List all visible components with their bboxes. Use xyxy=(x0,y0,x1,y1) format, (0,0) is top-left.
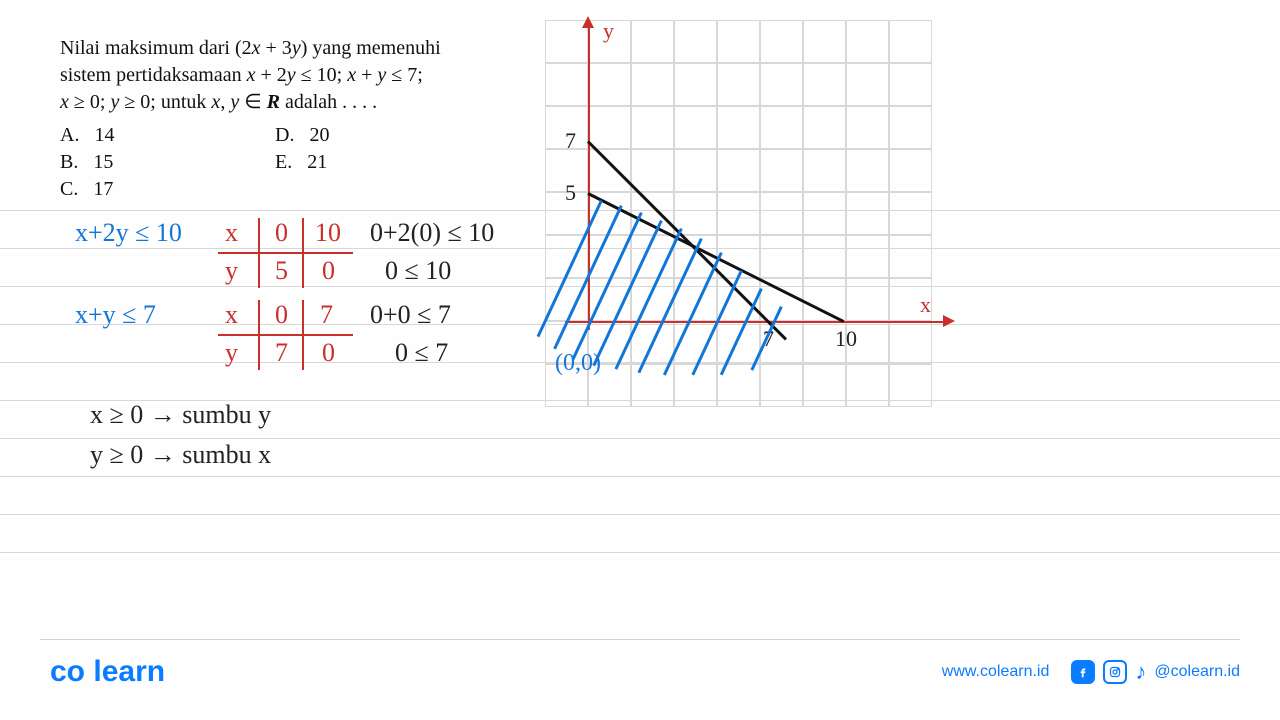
t1-hy: y xyxy=(225,256,238,286)
brand-b: learn xyxy=(93,655,165,688)
answer-options: A. 14 B. 15 C. 17 D. 20 E. 21 xyxy=(60,122,114,203)
work-chk1b: 0 ≤ 10 xyxy=(385,256,451,286)
option-b: B. 15 xyxy=(60,149,114,176)
work-ax2: y ≥ 0 → sumbu x xyxy=(90,440,271,470)
footer-handle: @colearn.id xyxy=(1154,663,1240,681)
graph-xlab: x xyxy=(920,292,931,318)
problem-l2a: sistem pertidaksamaan xyxy=(60,64,247,86)
option-d: D. 20 xyxy=(275,122,329,149)
problem-statement: Nilai maksimum dari (2x + 3y) yang memen… xyxy=(60,35,520,116)
t2-c01: 7 xyxy=(320,300,333,330)
t1-c00: 0 xyxy=(275,218,288,248)
social-icons: ♪ @colearn.id xyxy=(1071,659,1240,685)
tiktok-icon: ♪ xyxy=(1135,659,1146,685)
graph-t5: 5 xyxy=(565,180,576,206)
t1-c01: 10 xyxy=(315,218,341,248)
problem-l1c: ) yang memenuhi xyxy=(301,37,441,59)
facebook-icon xyxy=(1071,660,1095,684)
set-R: R xyxy=(267,91,280,113)
graph-t7y: 7 xyxy=(565,128,576,154)
work-ax1: x ≥ 0 → sumbu y xyxy=(90,400,271,430)
work-chk2b: 0 ≤ 7 xyxy=(395,338,448,368)
problem-l1b: + 3 xyxy=(261,37,292,59)
option-c: C. 17 xyxy=(60,176,114,203)
work-chk2a: 0+0 ≤ 7 xyxy=(370,300,451,330)
t2-c10: 7 xyxy=(275,338,288,368)
instagram-icon xyxy=(1103,660,1127,684)
work-chk1a: 0+2(0) ≤ 10 xyxy=(370,218,494,248)
footer: co learn www.colearn.id ♪ @colearn.id xyxy=(0,652,1280,692)
t2-hx: x xyxy=(225,300,238,330)
option-e: E. 21 xyxy=(275,149,329,176)
graph-t10: 10 xyxy=(835,326,857,352)
footer-url: www.colearn.id xyxy=(942,663,1050,681)
brand-a: co xyxy=(50,655,85,688)
var-x: x xyxy=(252,37,261,59)
var-y: y xyxy=(292,37,301,59)
t2-c11: 0 xyxy=(322,338,335,368)
option-a: A. 14 xyxy=(60,122,114,149)
t1-c10: 5 xyxy=(275,256,288,286)
graph-region: y x 7 5 7 10 (0,0) xyxy=(545,20,935,430)
work-eq1: x+2y ≤ 10 xyxy=(75,218,182,248)
brand-logo: co learn xyxy=(50,655,165,689)
t1-c11: 0 xyxy=(322,256,335,286)
graph-ylab: y xyxy=(603,18,614,44)
t2-hy: y xyxy=(225,338,238,368)
work-eq2: x+y ≤ 7 xyxy=(75,300,156,330)
problem-l1a: Nilai maksimum dari (2 xyxy=(60,37,252,59)
t1-hx: x xyxy=(225,218,238,248)
t2-c00: 0 xyxy=(275,300,288,330)
